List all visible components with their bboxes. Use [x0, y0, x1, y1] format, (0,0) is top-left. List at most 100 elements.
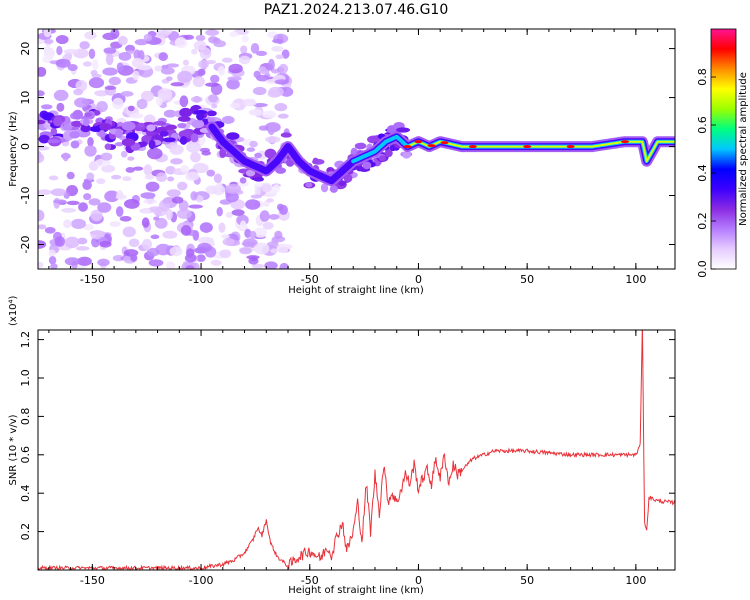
- spectrogram-noise-blob: [90, 70, 98, 76]
- spectrogram-noise-blob: [165, 208, 173, 221]
- colorbar-tick-label: 0.0: [696, 260, 709, 278]
- spectrogram-noise-blob: [193, 40, 207, 51]
- spectrogram-signal-blob: [402, 150, 411, 159]
- spectrogram-band: [406, 140, 675, 163]
- y-tick-label: 10: [19, 91, 32, 105]
- spectrogram-noise-blob: [148, 259, 164, 267]
- spectrogram-noise-blob: [127, 156, 135, 161]
- x-tick-label: -50: [301, 574, 319, 587]
- spectrogram-signal-blob: [84, 112, 93, 117]
- spectrogram-signal-blob: [38, 119, 46, 125]
- spectrogram-noise-blob: [166, 63, 180, 68]
- spectrogram-noise-blob: [64, 236, 80, 249]
- x-tick-label: -100: [189, 574, 214, 587]
- spectrogram-noise-blob: [52, 199, 67, 204]
- spectrogram-noise-blob: [222, 237, 235, 246]
- spectrogram-noise-blob: [42, 55, 54, 63]
- spectrogram-noise-blob: [77, 256, 92, 267]
- spectrogram-signal-blob: [139, 141, 148, 147]
- spectrogram-noise-blob: [185, 171, 200, 181]
- spectrogram-noise-blob: [206, 169, 216, 177]
- snr-plot-area: [38, 330, 675, 570]
- spectrogram-signal-blob: [146, 124, 156, 132]
- spectrogram-noise-blob: [225, 183, 242, 194]
- spectrogram-noise-blob: [185, 265, 195, 269]
- spectrogram-noise-blob: [43, 29, 52, 38]
- spectrogram-noise-blob: [188, 204, 204, 209]
- snr-frame: [37, 329, 676, 571]
- spectrogram-noise-blob: [170, 158, 183, 165]
- spectrogram-signal-blob: [137, 122, 145, 128]
- spectrogram-noise-blob: [165, 261, 176, 269]
- spectrogram-noise-blob: [117, 35, 128, 46]
- x-tick-label: -150: [80, 574, 105, 587]
- spectrogram-signal-blob: [396, 127, 410, 133]
- spectrogram-signal-blob: [152, 121, 167, 126]
- spectrogram-noise-blob: [272, 38, 284, 44]
- spectrogram-noise-blob: [124, 44, 136, 53]
- colorbar-gradient: [710, 28, 737, 270]
- spectrogram-noise-blob: [73, 88, 83, 96]
- spectrogram-noise-blob: [88, 48, 96, 59]
- spectrogram-noise-blob: [145, 181, 160, 192]
- spectrogram-noise-blob: [171, 196, 184, 204]
- spectrogram-noise-blob: [87, 136, 94, 147]
- spectrogram-noise-blob: [262, 110, 277, 119]
- spectrogram-signal-blob: [378, 155, 387, 162]
- spectrogram-noise-blob: [94, 90, 109, 97]
- spectrogram-noise-blob: [270, 248, 278, 254]
- spectrogram-noise-blob: [128, 238, 140, 248]
- spectrogram-noise-blob: [225, 191, 239, 203]
- spectrogram-signal-blob: [98, 129, 106, 138]
- spectrogram-noise-blob: [205, 185, 219, 195]
- spectrogram-noise-blob: [228, 63, 243, 74]
- spectrogram-noise-blob: [124, 198, 140, 209]
- spectrogram-noise-blob: [38, 261, 44, 268]
- spectrogram-noise-blob: [227, 76, 242, 81]
- spectrogram-noise-blob: [253, 70, 261, 79]
- x-tick-label: 100: [625, 574, 646, 587]
- spectrogram-signal-blob: [191, 119, 205, 129]
- spectrogram-noise-blob: [77, 237, 88, 245]
- spectrogram-noise-blob: [90, 209, 103, 222]
- spectrogram-noise-blob: [43, 39, 54, 44]
- spectrogram-noise-blob: [132, 166, 144, 171]
- spectrogram-signal-blob: [148, 139, 156, 150]
- spectrogram-noise-blob: [180, 164, 190, 173]
- chart-title: PAZ1.2024.213.07.46.G10: [264, 2, 449, 18]
- spectrogram-noise-blob: [48, 256, 57, 265]
- spectrogram-noise-blob: [96, 178, 106, 185]
- spectrogram-noise-blob: [198, 59, 209, 69]
- spectrogram-noise-blob: [249, 230, 257, 239]
- spectrogram-noise-blob: [275, 54, 284, 60]
- spectrogram-noise-blob: [190, 191, 198, 201]
- spectrogram-noise-blob: [143, 114, 156, 124]
- spectrogram-peak: [523, 145, 532, 149]
- spectrogram-noise-blob: [241, 35, 249, 43]
- spectrogram-noise-blob: [122, 226, 136, 238]
- y-tick-label: 20: [19, 42, 32, 56]
- spectrogram-noise-blob: [105, 53, 114, 66]
- spectrogram-signal-blob: [121, 121, 136, 131]
- spectrogram-noise-blob: [250, 42, 260, 54]
- spectrogram-noise-blob: [97, 202, 112, 213]
- spectrogram-signal-blob: [83, 118, 90, 127]
- spectrogram-signal-blob: [206, 110, 217, 117]
- spectrogram-noise-blob: [82, 61, 92, 67]
- spectrogram-noise-blob: [56, 102, 65, 112]
- spectrogram-noise-blob: [79, 41, 90, 50]
- x-tick-label: -50: [301, 273, 319, 286]
- spectrogram-noise-blob: [63, 219, 72, 229]
- bottom-x-axis-label: Height of straight line (km): [288, 585, 424, 596]
- spectrogram-noise-blob: [163, 109, 177, 118]
- spectrogram-signal-blob: [305, 182, 313, 188]
- colorbar: 0.0 0.2 0.4 0.6 0.8 Normalized spectral ampl…: [696, 28, 749, 278]
- spectrogram-noise-blob: [226, 79, 240, 90]
- spectrogram-noise-blob: [110, 174, 122, 180]
- spectrogram-noise-blob: [143, 198, 157, 205]
- spectrogram-noise-blob: [155, 243, 171, 256]
- spectrogram-noise-blob: [83, 223, 94, 231]
- spectrogram-noise-blob: [83, 193, 92, 201]
